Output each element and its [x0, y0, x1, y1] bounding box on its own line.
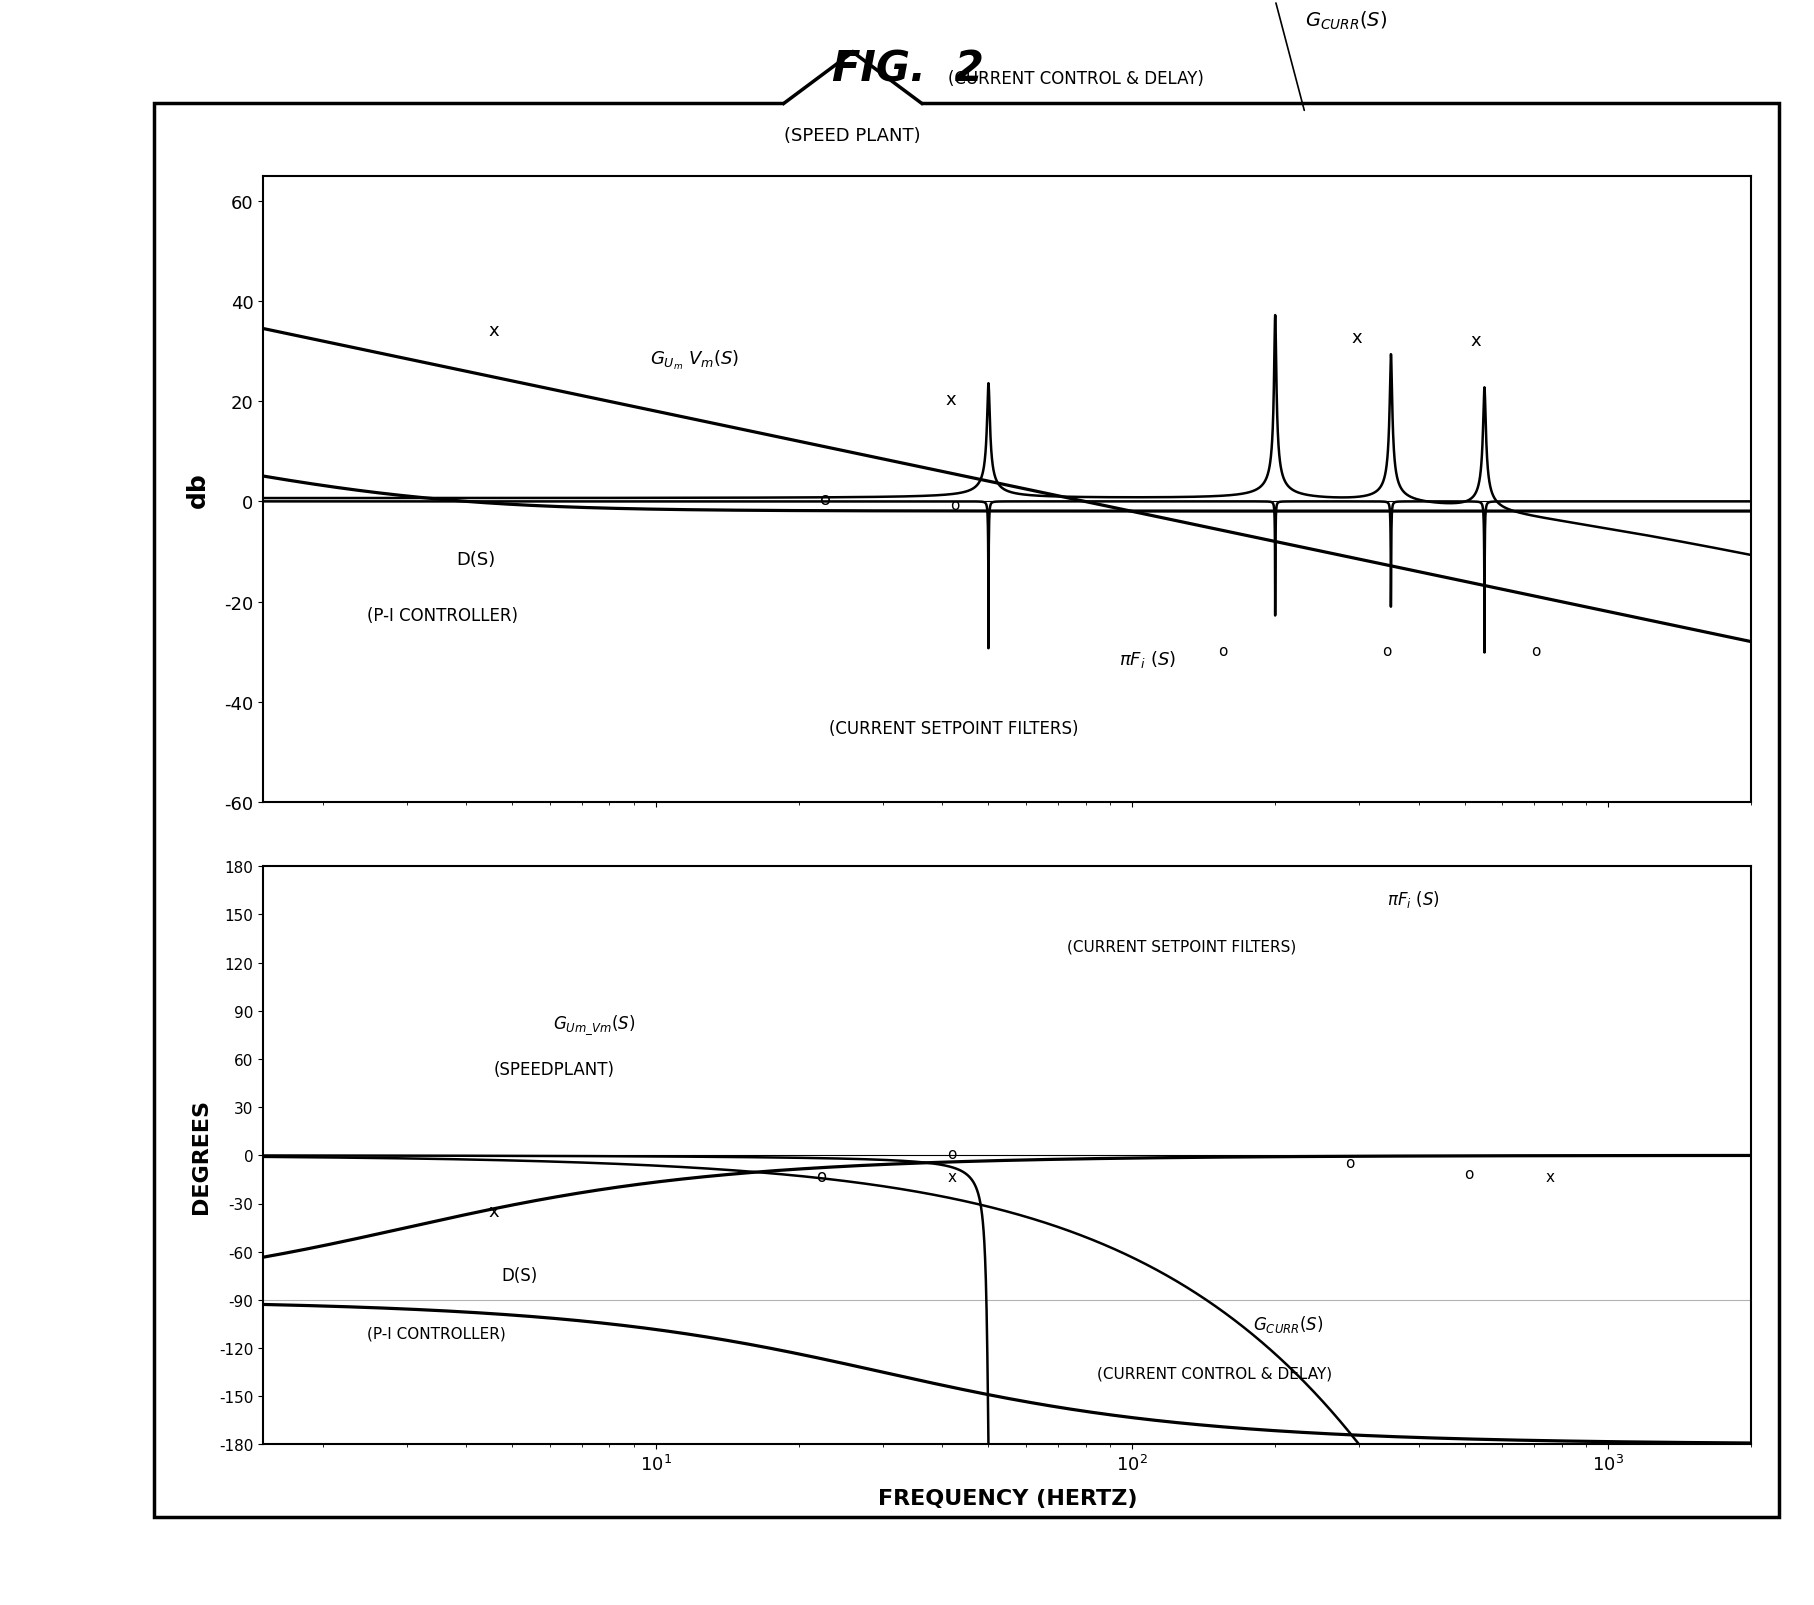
Text: x: x	[488, 323, 499, 340]
Text: (CURRENT CONTROL & DELAY): (CURRENT CONTROL & DELAY)	[947, 71, 1203, 88]
Text: D(S): D(S)	[501, 1266, 537, 1284]
Text: D(S): D(S)	[457, 551, 495, 568]
Text: x: x	[945, 392, 956, 409]
Text: o: o	[1464, 1167, 1473, 1181]
Y-axis label: DEGREES: DEGREES	[190, 1098, 210, 1213]
Text: $\pi F_i\ (S)$: $\pi F_i\ (S)$	[1117, 648, 1175, 669]
Text: o: o	[1531, 644, 1540, 658]
Text: o: o	[947, 1146, 956, 1162]
X-axis label: FREQUENCY (HERTZ): FREQUENCY (HERTZ)	[878, 1488, 1136, 1509]
Text: $G_{CURR}(S)$: $G_{CURR}(S)$	[1252, 1313, 1322, 1334]
Text: (CURRENT SETPOINT FILTERS): (CURRENT SETPOINT FILTERS)	[829, 719, 1078, 738]
Text: o: o	[1382, 644, 1391, 658]
Text: x: x	[1469, 332, 1480, 350]
Text: FIG.  2: FIG. 2	[831, 48, 983, 90]
Text: x: x	[1546, 1170, 1555, 1184]
Text: $\pi F_i\ (S)$: $\pi F_i\ (S)$	[1386, 888, 1439, 910]
Text: o: o	[1344, 1156, 1353, 1170]
Text: (P-I CONTROLLER): (P-I CONTROLLER)	[366, 607, 519, 624]
Text: o: o	[816, 1167, 825, 1186]
Y-axis label: db: db	[187, 472, 210, 507]
Text: (CURRENT SETPOINT FILTERS): (CURRENT SETPOINT FILTERS)	[1067, 939, 1295, 953]
Text: o: o	[820, 491, 831, 509]
Text: o: o	[951, 498, 960, 514]
Text: $G_{U_m}\ V_m(S)$: $G_{U_m}\ V_m(S)$	[649, 348, 738, 371]
Text: x: x	[488, 1202, 499, 1220]
Text: $G_{Um\_Vm}(S)$: $G_{Um\_Vm}(S)$	[553, 1013, 635, 1037]
Text: (CURRENT CONTROL & DELAY): (CURRENT CONTROL & DELAY)	[1096, 1366, 1331, 1380]
Text: $G_{CURR}(S)$: $G_{CURR}(S)$	[1304, 10, 1386, 32]
Text: (SPEEDPLANT): (SPEEDPLANT)	[493, 1061, 615, 1079]
Text: x: x	[947, 1170, 956, 1184]
Text: (P-I CONTROLLER): (P-I CONTROLLER)	[366, 1326, 506, 1340]
Text: o: o	[1217, 644, 1226, 658]
Text: (SPEED PLANT): (SPEED PLANT)	[784, 127, 920, 144]
Text: x: x	[1351, 329, 1362, 347]
